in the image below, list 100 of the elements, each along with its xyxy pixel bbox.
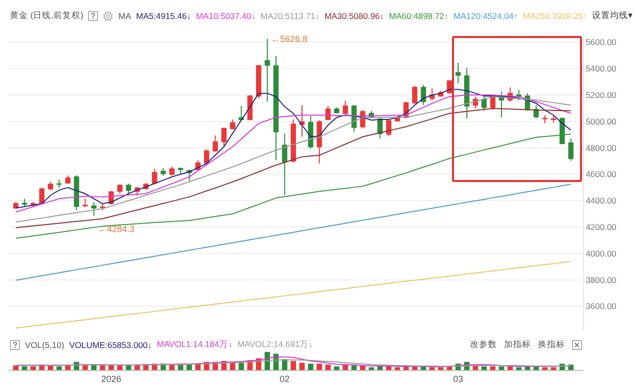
bar [342,364,348,370]
text: MA120:4524.04↑ [454,11,518,21]
line-series [15,184,572,281]
text: MA250:3939.25↑ [522,11,588,21]
x-tick-label: 02 [280,374,290,384]
bar [386,366,392,370]
candlestick [534,104,539,119]
candlestick [560,117,565,146]
y-tick-label: 4800.00 [586,142,617,153]
y-tick-label: 4400.00 [586,196,617,206]
candlestick [91,201,96,216]
bar [299,362,305,370]
x-tick-label: 03 [453,374,464,384]
candlestick [412,85,418,105]
bar [65,365,71,370]
bar [351,365,357,370]
candlestick [126,183,132,195]
bar [238,362,244,370]
candlestick [342,100,348,116]
candlestick [542,114,548,124]
bar [290,360,296,370]
text: MA5:4915.46↓ [136,11,191,21]
bar [429,367,435,370]
annotation: ←5626.8 [271,34,308,44]
candlestick [482,95,487,112]
text: MA60:4898.72↑ [388,11,449,21]
candlestick [221,126,227,148]
bar [13,365,18,370]
y-tick-label: 5400.00 [586,64,617,74]
candlestick [152,168,158,185]
bar [481,366,487,370]
candlestick [290,118,296,163]
series-label: MAVOL1:14.184万↓ [156,339,232,351]
bar [507,366,513,370]
y-tick-label: 4200.00 [586,222,617,232]
candlestick [100,203,106,211]
text: 换指标 [538,339,565,351]
x-tick-label: 2026 [101,374,122,384]
candlestick [316,120,322,164]
bar [100,365,106,370]
bar [490,366,496,370]
candlestick [74,175,80,211]
candlestick [273,55,279,161]
candlestick [178,167,184,174]
candlestick [256,64,262,99]
candlestick [464,68,470,119]
candlestick [56,179,62,188]
line-series [15,134,572,239]
candlestick [169,166,175,176]
bar [22,366,28,370]
text: 加指标 [504,339,531,351]
text: 设置均线▾ [592,10,632,22]
bar [498,366,504,370]
bar [308,364,314,370]
text: MA [118,11,132,21]
bar [316,364,322,370]
y-tick-label: 4000.00 [586,248,617,258]
chart-title: VOL(5,10) [25,340,64,350]
candlestick [22,198,28,207]
candlestick [212,134,218,152]
candlestick [82,198,88,208]
candlestick [282,132,288,196]
candlestick [334,106,340,114]
bar [56,366,62,370]
candlestick [65,175,70,184]
candlestick [550,116,556,124]
bar [325,364,331,370]
series-label: MAVOL2:14.691万↓ [237,339,313,351]
bar [516,367,522,370]
text: 改参数 [470,339,497,351]
bar [368,367,374,370]
bar [334,366,340,370]
line-series [15,260,572,329]
bar [186,364,192,370]
bar [438,367,444,370]
candlestick [308,116,314,150]
bar [82,365,88,370]
text: MA10:5037.40↓ [196,11,256,21]
candlestick [455,62,461,84]
candlestick [230,118,236,130]
bar [169,364,175,370]
y-tick-label: 5000.00 [586,116,617,126]
y-tick-label: 4600.00 [586,169,617,180]
text: MA20:5113.71↓ [260,11,320,21]
y-tick-label: 3800.00 [586,274,617,285]
candlestick [568,138,574,162]
bar [394,367,400,370]
y-tick-label: 5600.00 [586,37,617,48]
candlestick [39,187,44,204]
candlestick [160,167,166,176]
candlestick [238,106,244,122]
series-label: VOLUME:65853.000↓ [69,340,152,350]
annotation: ←4284.3 [98,224,135,234]
candlestick [516,90,522,101]
bar [230,362,236,370]
y-tick-label: 5200.00 [586,90,617,100]
bar [117,365,123,370]
text: MA30:5080.96↓ [324,11,384,21]
candlestick [264,38,270,102]
candlestick [48,181,54,191]
